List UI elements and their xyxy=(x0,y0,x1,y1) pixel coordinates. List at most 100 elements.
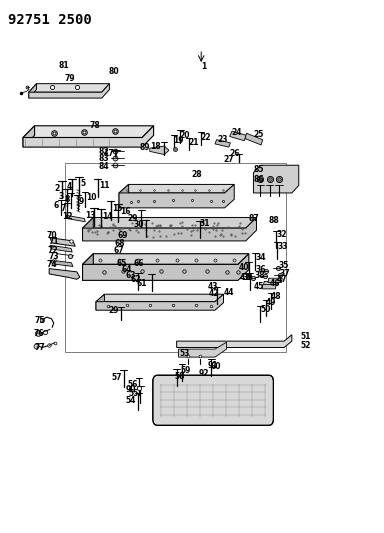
Text: 1: 1 xyxy=(201,62,206,71)
Text: 6: 6 xyxy=(53,201,58,210)
Text: 76: 76 xyxy=(34,329,45,338)
Text: 9: 9 xyxy=(78,197,84,206)
Text: 60: 60 xyxy=(210,362,221,371)
Bar xyxy=(65,163,286,352)
Text: 48: 48 xyxy=(271,292,282,301)
Polygon shape xyxy=(96,294,223,302)
Polygon shape xyxy=(263,281,278,286)
Text: 25: 25 xyxy=(253,130,264,139)
Text: 7: 7 xyxy=(61,205,66,213)
Polygon shape xyxy=(83,254,249,280)
Text: 18: 18 xyxy=(151,142,161,150)
Text: 23: 23 xyxy=(217,135,227,144)
Text: 64: 64 xyxy=(122,265,132,274)
Text: 22: 22 xyxy=(200,133,211,142)
Text: 58: 58 xyxy=(175,372,185,381)
Text: 79: 79 xyxy=(65,75,75,83)
Polygon shape xyxy=(245,133,263,145)
Text: 80: 80 xyxy=(108,67,119,76)
Text: 61: 61 xyxy=(136,279,147,288)
Text: 72: 72 xyxy=(48,246,58,255)
Text: 75: 75 xyxy=(35,317,45,325)
Text: 59: 59 xyxy=(180,367,191,375)
Text: 73: 73 xyxy=(49,253,60,261)
Text: 20: 20 xyxy=(180,131,190,140)
Text: 52: 52 xyxy=(300,341,311,350)
Text: 65: 65 xyxy=(116,259,127,268)
Polygon shape xyxy=(262,285,276,289)
Text: 42: 42 xyxy=(209,289,219,297)
Text: 4: 4 xyxy=(67,182,72,191)
Text: 46: 46 xyxy=(270,279,280,288)
Text: 85: 85 xyxy=(253,165,264,174)
Text: 30: 30 xyxy=(134,221,144,229)
Text: 10: 10 xyxy=(86,193,96,201)
Polygon shape xyxy=(49,269,80,279)
Text: 32: 32 xyxy=(276,230,287,239)
Polygon shape xyxy=(83,217,257,241)
Text: 37: 37 xyxy=(280,270,290,278)
Polygon shape xyxy=(268,278,282,282)
Text: 63: 63 xyxy=(126,271,136,279)
Text: 17: 17 xyxy=(103,149,114,158)
Text: 67: 67 xyxy=(113,246,124,255)
Text: 81: 81 xyxy=(58,61,69,69)
Text: 83: 83 xyxy=(98,155,109,163)
Text: 78: 78 xyxy=(90,121,101,130)
Text: 21: 21 xyxy=(188,139,199,147)
Polygon shape xyxy=(83,217,93,241)
Polygon shape xyxy=(23,126,154,138)
Text: 77: 77 xyxy=(35,343,45,352)
Polygon shape xyxy=(119,184,234,208)
Polygon shape xyxy=(23,126,35,147)
Text: 35: 35 xyxy=(278,261,288,270)
Polygon shape xyxy=(119,184,234,193)
Polygon shape xyxy=(83,254,93,280)
Polygon shape xyxy=(50,245,72,252)
Text: 27: 27 xyxy=(223,156,234,164)
Text: 34: 34 xyxy=(255,254,266,262)
Text: 26: 26 xyxy=(229,149,240,158)
Text: 92751 2500: 92751 2500 xyxy=(8,13,91,27)
Text: 28: 28 xyxy=(191,171,202,179)
Text: 36: 36 xyxy=(256,265,266,274)
Text: 45: 45 xyxy=(254,282,264,291)
Polygon shape xyxy=(119,184,129,208)
Text: 11: 11 xyxy=(99,181,109,190)
Text: 43: 43 xyxy=(208,282,218,291)
Polygon shape xyxy=(230,131,247,141)
Polygon shape xyxy=(29,84,36,98)
Text: 55: 55 xyxy=(128,389,138,398)
Text: 86: 86 xyxy=(253,175,264,183)
Text: 40: 40 xyxy=(238,263,249,272)
Text: 49: 49 xyxy=(266,298,276,307)
Polygon shape xyxy=(29,84,109,98)
Text: 33: 33 xyxy=(277,242,288,251)
Polygon shape xyxy=(51,260,73,266)
Text: 13: 13 xyxy=(85,211,95,220)
Text: 54: 54 xyxy=(126,397,136,405)
Text: 38: 38 xyxy=(254,271,265,279)
Text: 91: 91 xyxy=(207,361,218,370)
Polygon shape xyxy=(50,238,75,246)
Text: 19: 19 xyxy=(174,136,184,145)
Text: 66: 66 xyxy=(134,259,144,268)
Text: 39: 39 xyxy=(243,273,253,281)
Text: 69: 69 xyxy=(118,231,128,240)
Text: 3: 3 xyxy=(58,192,63,200)
Polygon shape xyxy=(150,146,169,155)
Polygon shape xyxy=(83,217,257,228)
Text: 84: 84 xyxy=(98,162,109,171)
Text: 15: 15 xyxy=(112,205,122,213)
Text: 88: 88 xyxy=(269,216,280,225)
Text: 70: 70 xyxy=(46,231,57,240)
Text: 62: 62 xyxy=(130,275,141,284)
Polygon shape xyxy=(66,215,85,222)
Text: 87: 87 xyxy=(248,214,259,223)
Text: 8: 8 xyxy=(65,195,70,204)
Text: 29: 29 xyxy=(128,214,138,223)
Text: 51: 51 xyxy=(300,333,311,341)
Polygon shape xyxy=(83,254,249,264)
Polygon shape xyxy=(215,140,230,147)
Text: 90: 90 xyxy=(126,385,136,393)
